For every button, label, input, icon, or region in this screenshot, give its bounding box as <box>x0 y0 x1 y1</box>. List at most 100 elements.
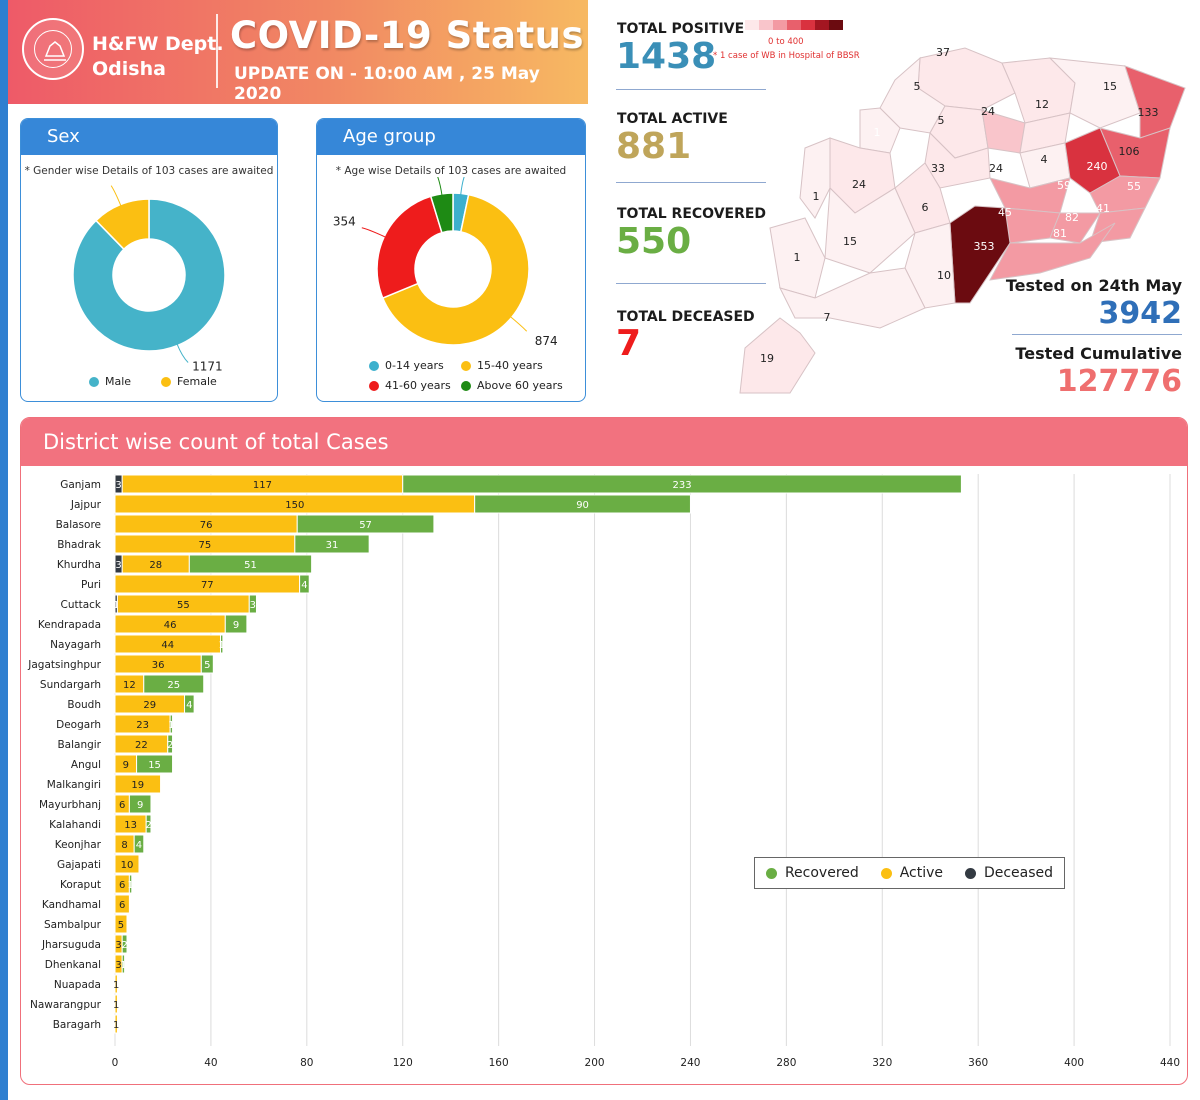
recovered-legend-label: Recovered <box>784 865 859 881</box>
bar-active <box>114 974 118 994</box>
bar-recovered <box>167 734 174 754</box>
bar-recovered <box>121 934 128 954</box>
bar-value-label: 19 <box>131 780 144 791</box>
age-60-plus-label: Above 60 years <box>477 379 563 392</box>
scale-swatch-5 <box>815 20 829 30</box>
district-chart-title: District wise count of total Cases <box>21 418 1187 466</box>
bar-recovered <box>200 654 214 674</box>
age-donut-leader-2 <box>361 227 387 238</box>
age-0-14-label: 0-14 years <box>385 359 444 372</box>
category-label: Baragarh <box>53 1019 101 1031</box>
bar-recovered <box>402 474 962 494</box>
age-donut-leader-1 <box>509 315 528 332</box>
tested-cumulative-value: 127776 <box>1056 364 1182 399</box>
bar-value-label: 1 <box>113 600 119 611</box>
map-district-count-14: 55 <box>1127 180 1141 193</box>
x-tick-label-1: 40 <box>204 1057 217 1069</box>
x-tick-label-0: 0 <box>112 1057 119 1069</box>
total-positive-value: 1438 <box>616 36 717 77</box>
bar-value-label: 8 <box>121 840 127 851</box>
map-district-count-15: 24 <box>989 162 1003 175</box>
bar-value-label: 25 <box>167 680 180 691</box>
dept-line-1: H&FW Dept. <box>92 33 224 55</box>
district-chart-panel: District wise count of total Cases 0 40 80… <box>20 417 1188 1085</box>
category-label: Puri <box>81 579 101 591</box>
bar-value-label: 1 <box>113 980 119 991</box>
age-legend-0-14: 0-14 years <box>369 359 444 372</box>
map-district-count-7: 1 <box>874 126 881 139</box>
category-label: Sambalpur <box>44 919 102 931</box>
bar-recovered <box>128 794 152 814</box>
age-donut-slice-2 <box>376 195 443 300</box>
x-tick-label-3: 120 <box>393 1057 413 1069</box>
map-district-count-26: 7 <box>824 311 831 324</box>
bar-value-label: 117 <box>253 480 272 491</box>
tests-divider <box>1012 334 1182 335</box>
total-positive-label: TOTAL POSITIVE <box>617 21 745 37</box>
update-timestamp: UPDATE ON - 10:00 AM , 25 May 2020 <box>234 64 540 104</box>
age-legend-41-60: 41-60 years <box>369 379 451 392</box>
category-label: Balangir <box>57 739 101 751</box>
x-tick-label-9: 360 <box>968 1057 988 1069</box>
map-district-shape-23 <box>989 222 1116 281</box>
map-district-shape-24 <box>769 217 826 299</box>
x-tick-label-2: 80 <box>300 1057 313 1069</box>
map-district-count-25: 10 <box>937 269 951 282</box>
odisha-seal-logo <box>22 18 84 80</box>
bar-value-label: 4 <box>186 700 192 711</box>
sex-donut-value-label-0: 1171 <box>192 360 223 374</box>
age-41-60-dot <box>369 380 379 391</box>
age-15-40-label: 15-40 years <box>477 359 543 372</box>
male-legend-label: Male <box>105 375 132 388</box>
bar-value-label: 1 <box>120 960 126 971</box>
map-district-count-24: 1 <box>794 251 801 264</box>
map-district-count-2: 15 <box>1103 80 1117 93</box>
total-recovered-value: 550 <box>616 221 692 262</box>
bar-recovered <box>143 674 205 694</box>
x-tick-label-6: 240 <box>680 1057 700 1069</box>
bar-value-label: 76 <box>200 520 213 531</box>
bar-value-label: 5 <box>204 660 210 671</box>
bar-active <box>114 1014 118 1034</box>
bar-value-label: 6 <box>119 900 125 911</box>
category-label: Nuapada <box>54 979 101 991</box>
header-divider <box>216 14 218 88</box>
bar-value-label: 1 <box>113 1020 119 1031</box>
map-district-count-20: 41 <box>1096 202 1110 215</box>
map-district-shape-14 <box>1089 175 1161 214</box>
bar-value-label: 2 <box>145 820 151 831</box>
category-label: Deogarh <box>56 719 101 731</box>
map-district-count-18: 45 <box>998 206 1012 219</box>
map-district-count-19: 82 <box>1065 211 1079 224</box>
sex-donut-leader-0 <box>176 343 189 363</box>
deceased-legend-label: Deceased <box>983 865 1054 881</box>
map-district-count-27: 19 <box>760 352 774 365</box>
category-label: Jagatsinghpur <box>27 659 101 671</box>
bar-value-label: 15 <box>148 760 161 771</box>
bar-value-label: 4 <box>136 840 142 851</box>
bar-value-label: 3 <box>115 560 121 571</box>
bar-value-label: 2 <box>121 940 127 951</box>
category-label: Kalahandi <box>49 819 101 831</box>
map-district-count-13: 59 <box>1057 179 1071 192</box>
map-district-shape-25 <box>904 222 956 309</box>
sex-donut-chart: 1171 164 <box>72 179 226 374</box>
age-15-40-dot <box>461 360 471 371</box>
active-legend-label: Active <box>899 865 944 881</box>
sex-donut-leader-1 <box>110 185 122 207</box>
x-tick-label-10: 400 <box>1064 1057 1084 1069</box>
category-label: Nawarangpur <box>30 999 102 1011</box>
bar-recovered <box>145 814 152 834</box>
category-label: Koraput <box>60 879 101 891</box>
recovered-legend-dot <box>765 867 777 879</box>
bar-value-label: 29 <box>143 700 156 711</box>
x-tick-label-11: 440 <box>1160 1057 1180 1069</box>
category-label: Kendrapada <box>38 619 101 631</box>
tested-today-label: Tested on 24th May <box>1005 276 1182 295</box>
bar-value-label: 90 <box>576 500 589 511</box>
map-district-count-4: 24 <box>981 105 995 118</box>
sex-card-title: Sex <box>21 119 277 155</box>
map-district-count-17: 6 <box>922 201 929 214</box>
bar-value-label: 9 <box>233 620 239 631</box>
